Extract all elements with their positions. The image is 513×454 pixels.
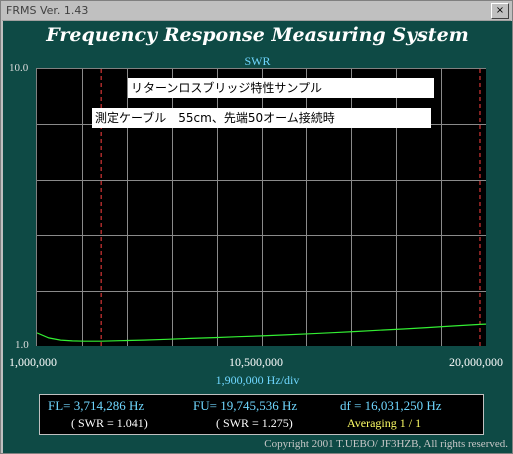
annotation-title: リターンロスブリッジ特性サンプル — [128, 78, 434, 98]
chart-title: SWR — [244, 54, 271, 68]
swr-trace-line — [37, 323, 486, 342]
y-tick-label-bottom: 1.0 — [15, 339, 29, 351]
fu-readout: FU= 19,745,536 Hz — [193, 398, 298, 413]
app-heading: Frequency Response Measuring System — [46, 24, 469, 46]
marker-readout-panel: FL= 3,714,286 Hz FU= 19,745,536 Hz df = … — [39, 394, 484, 435]
x-tick-label-center: 10,500,000 — [229, 355, 283, 369]
title-bar[interactable]: FRMS Ver. 1.43 × — [2, 2, 511, 21]
y-tick-label-top: 10.0 — [9, 62, 29, 74]
x-tick-label-start: 1,000,000 — [9, 355, 57, 369]
fl-readout: FL= 3,714,286 Hz — [48, 398, 145, 413]
averaging-readout: Averaging 1 / 1 — [347, 416, 422, 430]
close-button[interactable]: × — [491, 3, 509, 19]
x-tick-label-end: 20,000,000 — [449, 355, 503, 369]
annotation-subtitle: 測定ケーブル 55cm、先端50オーム接続時 — [92, 108, 431, 128]
close-icon: × — [495, 5, 505, 16]
swr-upper-readout: ( SWR = 1.275) — [216, 416, 293, 430]
copyright-notice: Copyright 2001 T.UEBO/ JF3HZB, All right… — [264, 438, 508, 450]
window-title: FRMS Ver. 1.43 — [6, 4, 89, 17]
swr-lower-readout: ( SWR = 1.041) — [71, 416, 148, 430]
main-panel: Frequency Response Measuring System SWR … — [3, 21, 512, 453]
df-readout: df = 16,031,250 Hz — [340, 398, 442, 413]
x-axis-unit-label: 1,900,000 Hz/div — [215, 373, 300, 387]
